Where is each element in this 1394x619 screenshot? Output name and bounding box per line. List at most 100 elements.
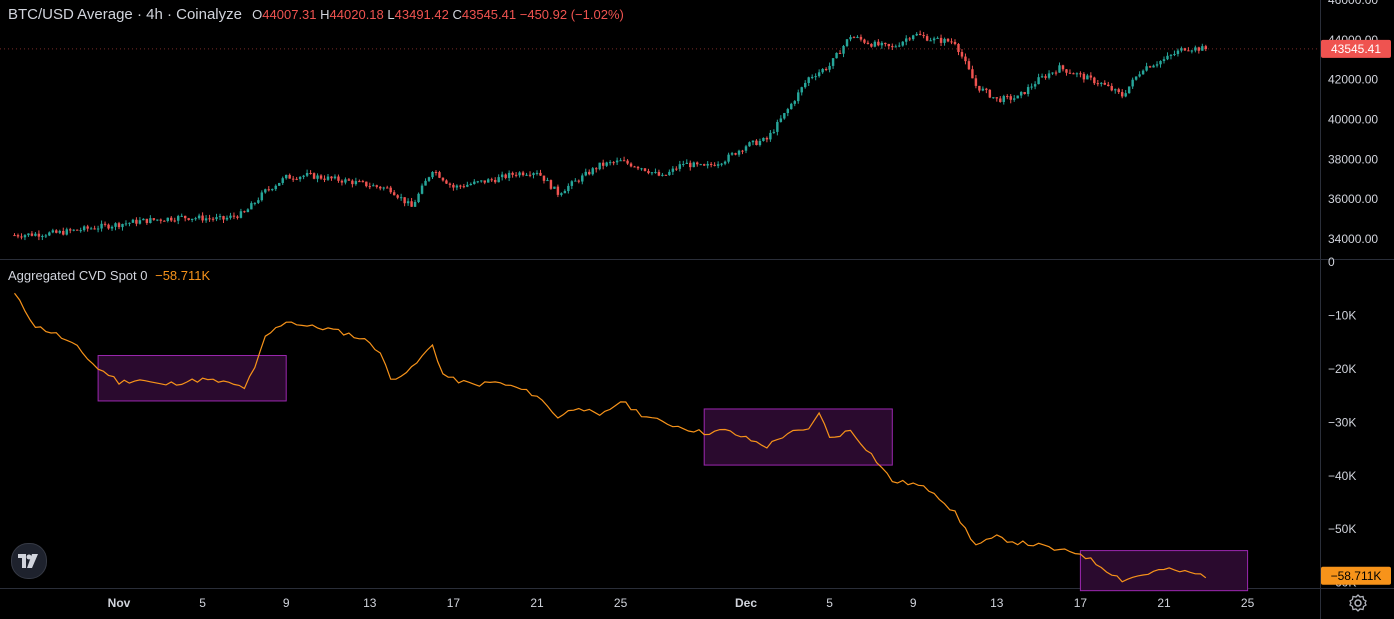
candle-body (1120, 92, 1124, 97)
candle-body (194, 218, 197, 220)
candle-body (288, 174, 291, 179)
candle-body (953, 41, 957, 44)
candle-body (103, 223, 107, 225)
candle-body (842, 46, 845, 54)
candle-body (79, 230, 82, 232)
candle-body (605, 162, 608, 166)
candle-body (20, 236, 23, 238)
candle-body (981, 88, 985, 91)
candle-body (831, 58, 835, 66)
candlestick-series (0, 30, 1320, 241)
candle-body (215, 217, 218, 220)
indicator-name[interactable]: Aggregated CVD Spot 0 (8, 268, 148, 283)
candle-body (41, 236, 44, 238)
candle-body (636, 166, 640, 169)
candle-body (441, 177, 445, 181)
candle-body (737, 150, 741, 155)
candle-body (591, 168, 594, 175)
candle-body (1131, 79, 1134, 87)
candle-body (988, 89, 992, 98)
candle-body (493, 179, 497, 183)
candle-body (549, 180, 553, 189)
candle-body (89, 228, 93, 230)
candle-body (1138, 74, 1141, 77)
candle-body (257, 200, 260, 203)
candle-body (347, 179, 351, 181)
candle-body (915, 33, 918, 36)
cvd-axis-tick-label: −30K (1328, 415, 1356, 429)
candle-body (577, 180, 581, 182)
cvd-axis-tick-label: 0 (1328, 255, 1335, 269)
symbol-title[interactable]: BTC/USD Average · 4h · Coinalyze (8, 6, 242, 23)
candle-body (124, 223, 128, 225)
tradingview-logo-icon[interactable] (11, 543, 47, 579)
candle-body (1082, 73, 1086, 80)
candle-body (521, 172, 525, 176)
candle-body (375, 185, 378, 187)
candle-body (1012, 98, 1016, 100)
candle-body (229, 215, 232, 218)
candle-body (1030, 86, 1033, 88)
candle-body (856, 36, 859, 38)
candle-body (232, 215, 236, 217)
candle-body (974, 78, 978, 86)
price-legend: BTC/USD Average · 4h · Coinalyze O44007.… (8, 6, 624, 23)
candle-body (351, 180, 354, 185)
candle-body (546, 180, 549, 182)
highlight-boxes (97, 355, 1249, 592)
candle-body (462, 186, 466, 188)
candle-body (211, 218, 215, 220)
candle-body (142, 218, 145, 221)
candle-body (86, 226, 89, 229)
candle-body (1075, 73, 1079, 75)
candle-body (121, 223, 124, 228)
candle-body (260, 192, 264, 201)
candle-body (417, 193, 420, 203)
candle-body (1187, 50, 1190, 52)
candle-body (274, 185, 277, 190)
candle-body (476, 181, 480, 183)
candle-body (358, 181, 361, 183)
candle-body (1155, 64, 1159, 66)
candle-body (741, 150, 744, 152)
highlight-box (703, 408, 893, 466)
candle-body (560, 193, 563, 195)
candle-body (790, 103, 793, 110)
candle-body (772, 131, 776, 133)
candle-body (333, 176, 337, 179)
candle-body (964, 56, 967, 62)
time-axis-tick-label: 13 (990, 596, 1004, 610)
candle-body (93, 228, 96, 230)
candle-body (1002, 96, 1005, 102)
candle-body (584, 171, 587, 176)
candle-body (1166, 55, 1169, 60)
candle-body (978, 85, 981, 91)
candle-body (128, 222, 131, 224)
candle-body (911, 35, 915, 40)
candle-body (302, 175, 305, 177)
candle-body (1134, 76, 1138, 80)
candle-body (1079, 73, 1082, 75)
candle-body (291, 178, 295, 180)
candle-body (166, 217, 169, 221)
candle-body (379, 186, 382, 189)
candle-body (469, 183, 473, 185)
candle-body (354, 181, 358, 185)
candle-body (420, 185, 424, 194)
time-axis-tick-label: 17 (1074, 596, 1088, 610)
cvd-axis-tick-label: −20K (1328, 362, 1356, 376)
candle-body (1169, 54, 1173, 56)
candle-body (16, 235, 20, 237)
candle-body (908, 38, 911, 40)
candle-body (1093, 77, 1096, 84)
time-axis-tick-label: 13 (363, 596, 377, 610)
last-price-badge (1321, 39, 1391, 58)
settings-gear-icon[interactable] (1348, 593, 1368, 613)
candle-body (873, 41, 877, 47)
candle-body (511, 172, 514, 175)
candle-body (1061, 65, 1065, 70)
candle-body (769, 132, 772, 140)
candle-body (995, 97, 999, 99)
axes-layer: 34000.00 36000.00 38000.00 40000.00 42000.00… (108, 0, 1391, 610)
